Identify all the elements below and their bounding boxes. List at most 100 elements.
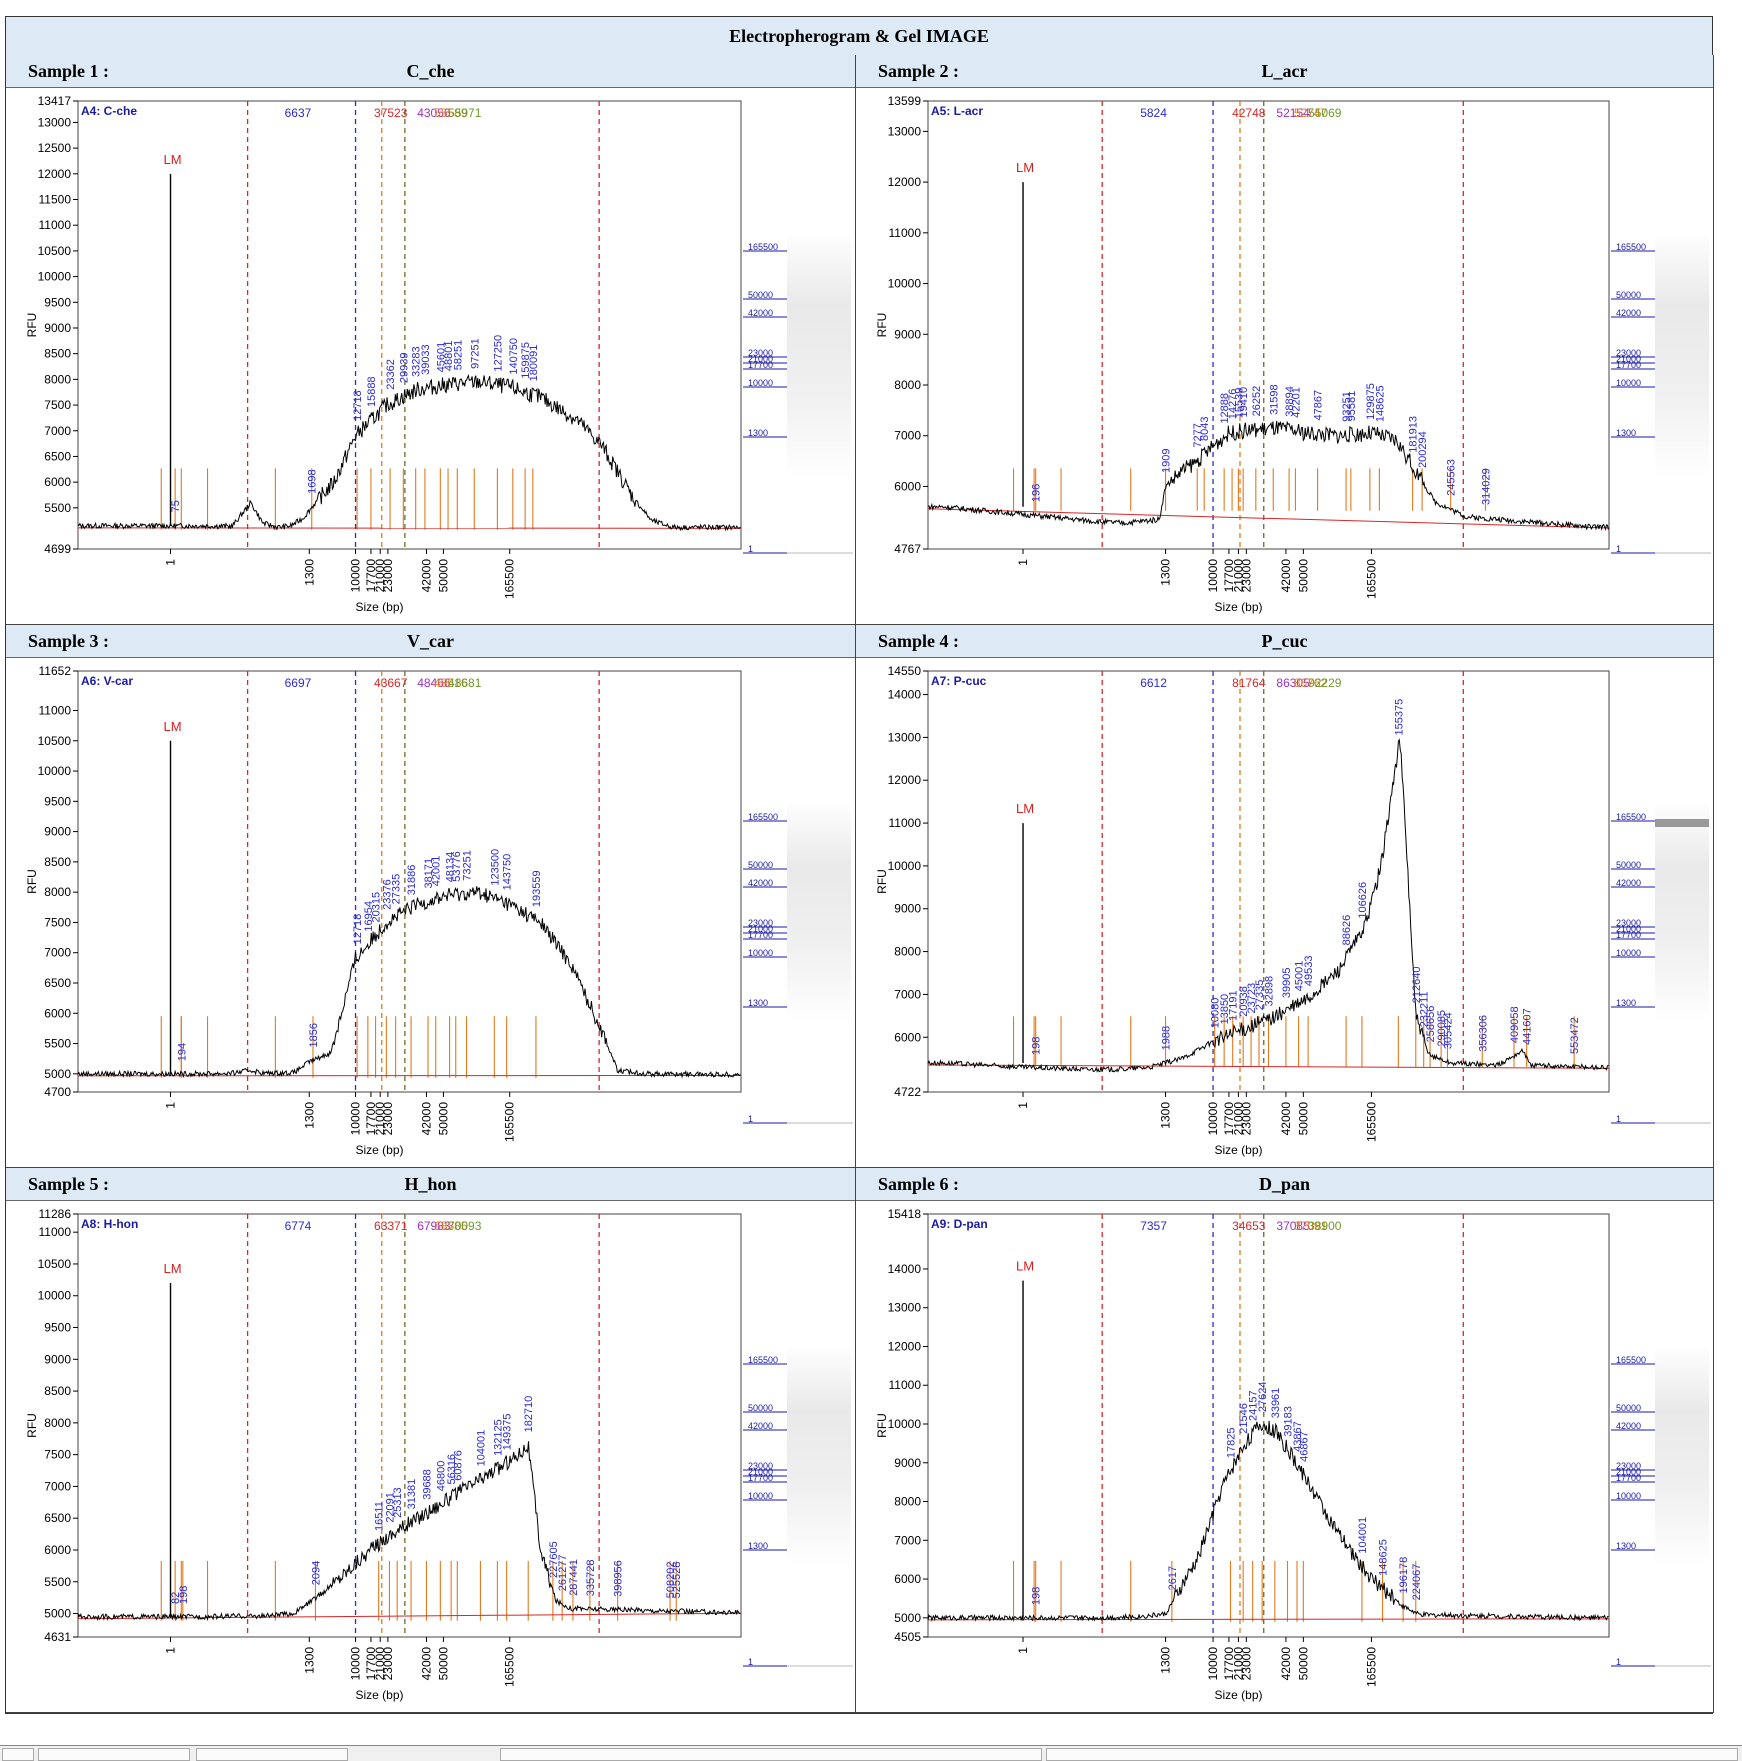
- top-marker-value: 6774: [285, 1219, 312, 1233]
- x-axis-label: Size (bp): [355, 600, 403, 614]
- peak-size-label: 75: [170, 500, 182, 512]
- lm-label: LM: [1016, 1259, 1034, 1274]
- peak-size-label: 193559: [531, 870, 543, 907]
- y-tick-label: 6000: [894, 479, 921, 493]
- y-tick-label: 11000: [39, 218, 72, 232]
- gel-ladder-label: 165500: [1616, 812, 1646, 822]
- sample-label: Sample 2 :: [878, 61, 959, 82]
- peak-size-label: 97251: [469, 338, 481, 369]
- sample-label: Sample 3 :: [28, 631, 109, 652]
- peak-size-label: 148625: [1378, 1539, 1390, 1576]
- peak-size-label: 314029: [1480, 468, 1492, 505]
- y-tick-label: 5500: [44, 501, 71, 515]
- gel-ladder-label: 10000: [748, 1491, 773, 1501]
- x-tick-label: 23000: [381, 559, 395, 593]
- peak-size-label: 31886: [406, 865, 418, 896]
- peak-size-label: 305424: [1442, 1012, 1454, 1049]
- electropherogram-chart: 1359913000120001100010000900080007000600…: [856, 87, 1714, 624]
- y-tick-label: 12000: [888, 175, 922, 189]
- peak-size-label: 140750: [508, 338, 520, 375]
- y-tick-label: 13000: [888, 730, 922, 744]
- y-tick-label: 8000: [44, 885, 71, 899]
- peak-size-label: 17825: [1225, 1428, 1237, 1459]
- gel-ladder-label: 42000: [1616, 878, 1641, 888]
- y-axis-label: RFU: [25, 869, 39, 894]
- x-axis-label: Size (bp): [1214, 1688, 1262, 1702]
- y-tick-label: 6000: [894, 1572, 921, 1586]
- well-id: A5: L-acr: [931, 104, 983, 118]
- peak-size-label: 180091: [528, 345, 540, 382]
- top-marker-value: 70093: [448, 1219, 482, 1233]
- y-tick-label: 11000: [889, 1378, 922, 1392]
- y-tick-label: 11000: [889, 226, 922, 240]
- peak-size-label: 104001: [475, 1430, 487, 1467]
- top-marker-value: 6637: [285, 106, 312, 120]
- electropherogram-chart: 1455014000130001200011000100009000800070…: [856, 657, 1714, 1167]
- peak-size-label: 39033: [420, 344, 432, 375]
- y-tick-label: 6000: [44, 1543, 71, 1557]
- peak-size-label: 245563: [1446, 459, 1458, 496]
- y-tick-label: 10000: [888, 859, 922, 873]
- gel-ladder-label: 1: [1616, 544, 1621, 554]
- y-tick-label: 4505: [894, 1630, 921, 1644]
- y-tick-label: 9500: [44, 1321, 71, 1335]
- gel-ladder-label: 1: [748, 1114, 753, 1124]
- status-segment: [38, 1748, 190, 1761]
- x-tick-label: 1300: [1159, 1647, 1173, 1674]
- y-tick-label: 11000: [889, 816, 922, 830]
- peak-size-label: 31381: [406, 1479, 418, 1510]
- x-tick-label: 1: [164, 1647, 178, 1654]
- x-tick-label: 10000: [1206, 1102, 1220, 1136]
- top-marker-value: 34653: [1232, 1219, 1266, 1233]
- y-tick-label: 10000: [38, 1289, 72, 1303]
- peak-size-label: 73251: [462, 850, 474, 881]
- x-tick-label: 42000: [1279, 1647, 1293, 1681]
- status-segment: [2, 1748, 34, 1761]
- y-tick-label: 10000: [888, 1417, 922, 1431]
- peak-size-label: 2617: [1167, 1566, 1179, 1590]
- y-tick-label: 9000: [44, 321, 71, 335]
- peak-size-label: 42001: [431, 856, 443, 887]
- x-tick-label: 165500: [1364, 1102, 1378, 1142]
- y-tick-label: 9000: [44, 1352, 71, 1366]
- x-axis-label: Size (bp): [355, 1688, 403, 1702]
- peak-size-label: 33961: [1270, 1388, 1282, 1419]
- x-tick-label: 10000: [349, 1102, 363, 1136]
- y-tick-label: 10500: [38, 244, 72, 258]
- y-tick-label: 9000: [44, 825, 71, 839]
- x-tick-label: 23000: [1239, 1647, 1253, 1681]
- gel-ladder-label: 17700: [748, 930, 773, 940]
- y-tick-label: 5000: [44, 1067, 71, 1081]
- sample-name: H_hon: [6, 1174, 855, 1195]
- gel-ladder-label: 42000: [748, 878, 773, 888]
- peak-size-label: 194: [176, 1043, 188, 1061]
- y-tick-label: 5000: [44, 1607, 71, 1621]
- peak-size-label: 46867: [1298, 1431, 1310, 1462]
- gel-lane: [1655, 801, 1709, 1022]
- peak-size-label: 88626: [1341, 915, 1353, 946]
- electropherogram-chart: 1341713000125001200011500110001050010000…: [6, 87, 856, 624]
- x-tick-label: 10000: [349, 1647, 363, 1681]
- gel-ladder-label: 1: [1616, 1114, 1621, 1124]
- top-marker-value: 6697: [285, 676, 312, 690]
- x-tick-label: 50000: [436, 559, 450, 593]
- peak-size-label: 12718: [352, 390, 364, 421]
- peak-size-label: 182710: [523, 1396, 535, 1433]
- peak-size-label: 31598: [1268, 384, 1280, 415]
- x-tick-label: 42000: [1279, 1102, 1293, 1136]
- x-tick-label: 42000: [419, 559, 433, 593]
- y-axis-label: RFU: [875, 869, 889, 894]
- y-tick-label: 7000: [44, 1479, 71, 1493]
- y-tick-label: 6500: [44, 449, 71, 463]
- top-marker-value: 55971: [448, 106, 482, 120]
- gel-ladder-label: 1300: [748, 428, 768, 438]
- peak-size-label: 198: [1031, 1037, 1043, 1055]
- sample-header: Sample 5 :H_hon: [6, 1168, 855, 1201]
- y-tick-label: 8000: [894, 945, 921, 959]
- y-tick-label: 13417: [38, 94, 72, 108]
- x-tick-label: 1300: [302, 1647, 316, 1674]
